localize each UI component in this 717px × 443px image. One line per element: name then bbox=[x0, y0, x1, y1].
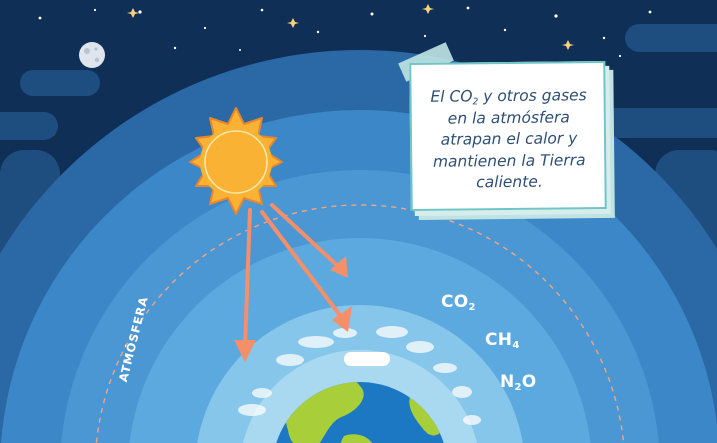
moon-icon bbox=[79, 42, 105, 68]
ray-reflected bbox=[270, 203, 342, 270]
polar-cap bbox=[344, 352, 390, 366]
arrow-earth-icon bbox=[332, 306, 352, 332]
info-note: El CO2 y otros gases en la atmósfera atr… bbox=[409, 60, 607, 212]
note-line-3: atrapan el calor y bbox=[440, 129, 578, 149]
ray-arrowheads bbox=[234, 256, 352, 362]
sun-icon bbox=[189, 107, 283, 215]
gas-label-co2: CO2 bbox=[441, 292, 476, 313]
note-line-5: caliente. bbox=[476, 172, 543, 192]
note-line-1-end: y otros gases bbox=[478, 86, 587, 106]
note-line-4: mantienen la Tierra bbox=[432, 150, 586, 171]
note-line-1-start: El CO bbox=[430, 87, 473, 106]
gas-label-ch4: CH4 bbox=[485, 330, 520, 351]
solar-rays bbox=[243, 203, 344, 348]
note-text: El CO2 y otros gases en la atmósfera atr… bbox=[419, 85, 598, 194]
ray-to-earth bbox=[260, 210, 344, 320]
cloud-band bbox=[238, 326, 481, 425]
twinkle-stars bbox=[127, 4, 574, 50]
arrow-down-icon bbox=[234, 340, 256, 362]
gas-label-n2o: N2O bbox=[500, 372, 537, 393]
ray-down bbox=[243, 208, 252, 348]
arrow-reflect-icon bbox=[330, 256, 348, 278]
note-line-2: en la atmósfera bbox=[447, 107, 570, 128]
